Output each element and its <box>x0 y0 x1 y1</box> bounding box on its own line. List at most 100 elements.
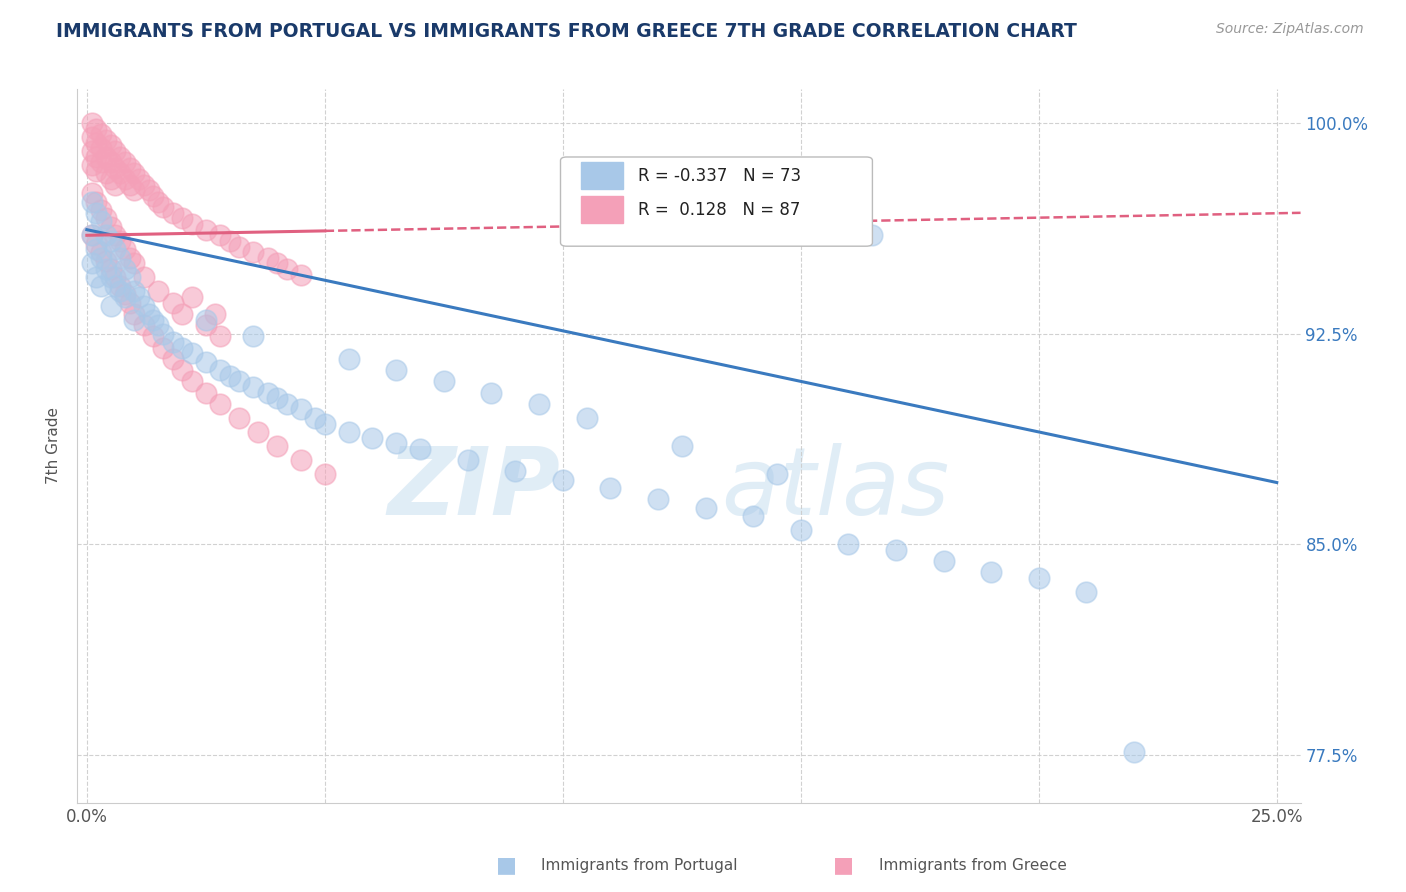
Point <box>148 194 170 209</box>
Point <box>361 431 384 445</box>
Point <box>128 290 150 304</box>
Point <box>124 256 146 270</box>
Point <box>209 228 232 243</box>
Point <box>180 375 202 389</box>
Point <box>337 351 360 366</box>
Point <box>118 295 141 310</box>
Point <box>90 127 112 141</box>
Point <box>385 436 408 450</box>
Point <box>575 411 598 425</box>
Point <box>100 172 122 186</box>
Point <box>276 262 298 277</box>
Point <box>457 453 479 467</box>
Point <box>94 211 117 226</box>
Point <box>80 158 103 172</box>
Point <box>142 312 165 326</box>
Point <box>162 295 184 310</box>
Point <box>104 178 127 192</box>
Point <box>118 161 141 175</box>
Text: Immigrants from Portugal: Immigrants from Portugal <box>541 858 738 872</box>
Point <box>94 262 117 277</box>
Point <box>90 155 112 169</box>
Point <box>152 200 174 214</box>
Point <box>228 411 250 425</box>
Point <box>209 363 232 377</box>
Point <box>433 375 456 389</box>
Point <box>162 206 184 220</box>
Point <box>551 473 574 487</box>
Point <box>242 245 264 260</box>
Point <box>104 278 127 293</box>
Point <box>209 397 232 411</box>
Point <box>884 543 907 558</box>
Point <box>385 363 408 377</box>
Point <box>790 523 813 537</box>
Point <box>932 554 955 568</box>
Point <box>124 307 146 321</box>
Point <box>124 166 146 180</box>
Point <box>124 183 146 197</box>
Point <box>100 155 122 169</box>
Point <box>80 186 103 201</box>
Point <box>90 141 112 155</box>
Point <box>766 467 789 481</box>
Point <box>90 245 112 260</box>
Point <box>194 312 217 326</box>
Point <box>980 566 1002 580</box>
Point <box>194 385 217 400</box>
Point <box>80 116 103 130</box>
Point <box>290 453 312 467</box>
FancyBboxPatch shape <box>581 162 623 189</box>
Point <box>314 417 336 431</box>
Point <box>138 307 160 321</box>
Point <box>1076 585 1098 599</box>
Point <box>247 425 270 439</box>
Point <box>94 133 117 147</box>
Point <box>104 161 127 175</box>
Point <box>138 183 160 197</box>
Text: Immigrants from Greece: Immigrants from Greece <box>879 858 1067 872</box>
Point <box>94 253 117 268</box>
Point <box>114 243 136 257</box>
Point <box>86 163 108 178</box>
Point <box>100 270 122 285</box>
Point <box>108 150 131 164</box>
Text: R =  0.128   N = 87: R = 0.128 N = 87 <box>637 201 800 219</box>
Y-axis label: 7th Grade: 7th Grade <box>46 408 62 484</box>
Point <box>1028 571 1050 585</box>
Point <box>114 262 136 277</box>
Point <box>152 341 174 355</box>
Point <box>148 285 170 299</box>
Point <box>104 228 127 243</box>
Point <box>104 144 127 158</box>
Point <box>142 329 165 343</box>
Point <box>90 278 112 293</box>
Point <box>108 234 131 248</box>
Point <box>742 509 765 524</box>
Point <box>209 329 232 343</box>
Point <box>100 138 122 153</box>
Point <box>266 256 288 270</box>
Point <box>256 251 278 265</box>
Point <box>194 222 217 236</box>
Point <box>162 334 184 349</box>
Point <box>100 262 122 277</box>
Point <box>162 351 184 366</box>
Point <box>100 219 122 234</box>
Point <box>80 130 103 145</box>
Point <box>90 214 112 228</box>
Point <box>170 211 193 226</box>
Point <box>124 285 146 299</box>
Point <box>86 136 108 150</box>
Point <box>118 178 141 192</box>
Point <box>695 500 717 515</box>
Point <box>132 178 155 192</box>
Point <box>671 439 693 453</box>
Point <box>80 194 103 209</box>
Point <box>114 287 136 301</box>
Point <box>108 166 131 180</box>
Point <box>108 285 131 299</box>
Point <box>86 150 108 164</box>
Point <box>114 172 136 186</box>
Point <box>114 155 136 169</box>
